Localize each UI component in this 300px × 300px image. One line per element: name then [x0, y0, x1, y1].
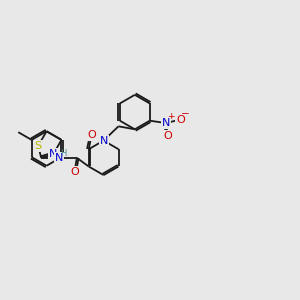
- Text: −: −: [181, 109, 190, 119]
- Text: N: N: [99, 136, 108, 146]
- Text: O: O: [87, 130, 96, 140]
- Text: N: N: [49, 149, 57, 159]
- Text: N: N: [162, 118, 170, 128]
- Text: N: N: [55, 153, 63, 163]
- Text: O: O: [163, 130, 172, 141]
- Text: S: S: [35, 141, 42, 151]
- Text: O: O: [176, 115, 185, 124]
- Text: H: H: [60, 149, 66, 158]
- Text: +: +: [167, 112, 175, 121]
- Text: O: O: [70, 167, 79, 177]
